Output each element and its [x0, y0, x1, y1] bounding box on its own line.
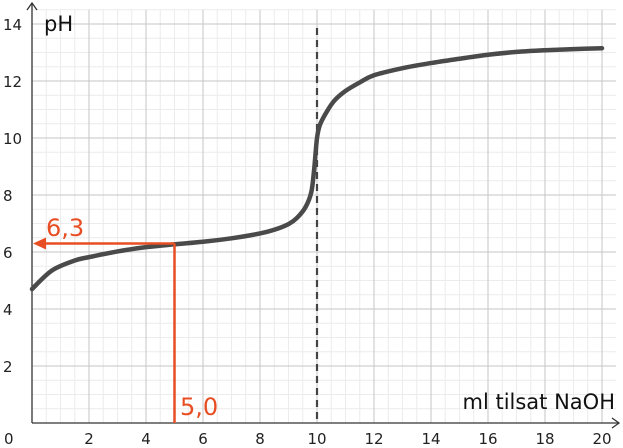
annotation-volume-value: 5,0 [180, 393, 218, 421]
y-tick-label: 10 [3, 130, 22, 148]
x-tick-label: 4 [141, 430, 151, 448]
x-axis-arrow-icon [611, 417, 621, 429]
y-tick-label: 8 [3, 187, 13, 205]
grid-minor-lines [31, 9, 616, 424]
x-tick-label: 0 [4, 430, 14, 448]
annotation-ph-value: 6,3 [46, 214, 84, 242]
y-tick-label: 14 [3, 16, 22, 34]
y-axis-label: pH [44, 12, 73, 36]
y-tick-label: 12 [3, 73, 22, 91]
x-tick-label: 18 [535, 430, 554, 448]
y-tick-label: 6 [3, 244, 13, 262]
x-tick-label: 20 [592, 430, 611, 448]
arrow-head-icon [33, 237, 46, 250]
titration-curve [29, 45, 605, 292]
x-tick-label: 14 [421, 430, 440, 448]
grid-major-lines [31, 10, 616, 424]
y-axis-arrow-icon [26, 1, 38, 11]
x-tick-label: 12 [364, 430, 383, 448]
x-tick-label: 10 [307, 430, 326, 448]
half-equivalence-lines [33, 237, 176, 423]
x-tick-label: 8 [255, 430, 265, 448]
x-axis-label: ml tilsat NaOH [463, 390, 616, 414]
tick-labels: 0 2 4 6 8 10 12 14 16 18 20 2 4 6 8 10 12 14 [3, 16, 612, 448]
x-tick-label: 2 [84, 430, 94, 448]
x-tick-label: 6 [198, 430, 208, 448]
y-tick-label: 4 [3, 301, 13, 319]
x-tick-label: 16 [478, 430, 497, 448]
y-tick-label: 2 [3, 358, 13, 376]
axes [26, 1, 621, 429]
